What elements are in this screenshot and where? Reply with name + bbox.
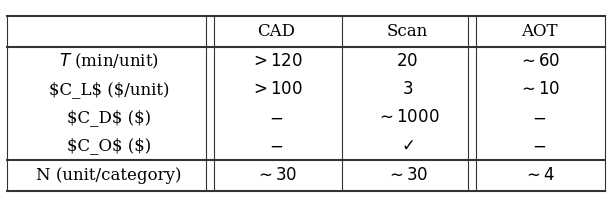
- Text: $T$ (min/unit): $T$ (min/unit): [59, 52, 159, 71]
- Text: $3$: $3$: [402, 81, 413, 98]
- Text: $\sim 60$: $\sim 60$: [518, 53, 560, 70]
- Text: $\checkmark$: $\checkmark$: [401, 137, 414, 154]
- Text: $\sim 10$: $\sim 10$: [518, 81, 560, 98]
- Text: $-$: $-$: [269, 109, 283, 126]
- Text: $\sim 1000$: $\sim 1000$: [376, 109, 439, 126]
- Text: N (unit/category): N (unit/category): [36, 167, 182, 184]
- Text: Scan: Scan: [387, 23, 428, 40]
- Text: $20$: $20$: [397, 53, 419, 70]
- Text: $-$: $-$: [532, 137, 546, 154]
- Text: $> 100$: $> 100$: [250, 81, 303, 98]
- Text: $C_O$ ($): $C_O$ ($): [67, 137, 151, 154]
- Text: CAD: CAD: [257, 23, 295, 40]
- Text: $\sim 4$: $\sim 4$: [523, 167, 555, 184]
- Text: $\sim 30$: $\sim 30$: [255, 167, 297, 184]
- Text: $> 120$: $> 120$: [250, 53, 303, 70]
- Text: AOT: AOT: [521, 23, 557, 40]
- Text: $-$: $-$: [532, 109, 546, 126]
- Text: $C_L$ ($/unit): $C_L$ ($/unit): [49, 81, 170, 98]
- Text: $\sim 30$: $\sim 30$: [386, 167, 429, 184]
- Text: $C_D$ ($): $C_D$ ($): [67, 109, 151, 126]
- Text: $-$: $-$: [269, 137, 283, 154]
